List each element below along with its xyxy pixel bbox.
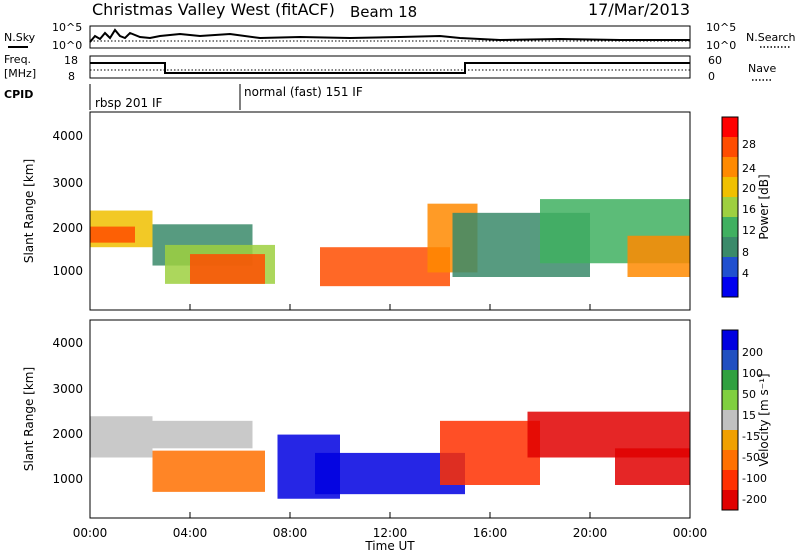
power-cbar-tick-24: 24 (742, 162, 756, 175)
noise-left-tick-bottom: 10^0 (52, 39, 82, 52)
time-tick-label: 00:00 (673, 526, 708, 540)
velocity-colorbar-swatch (722, 410, 738, 431)
power-cbar-tick-12: 12 (742, 224, 756, 237)
power-cbar-tick-4: 4 (742, 267, 749, 280)
cpid-label: CPID (4, 88, 33, 101)
power-region (190, 254, 265, 284)
velocity-colorbar-swatches (722, 330, 738, 511)
noise-search-label: N.Search (746, 31, 796, 44)
cpid-mode-normal: normal (fast) 151 IF (244, 85, 363, 99)
velocity-ytick-3000: 3000 (52, 382, 83, 396)
velocity-colorbar-swatch (722, 390, 738, 411)
velocity-colorbar-swatch (722, 470, 738, 491)
noise-panel-frame (89, 25, 691, 49)
power-ytick-3000: 3000 (52, 176, 83, 190)
power-panel: Slant Range [km] 1000 2000 3000 4000 (22, 111, 691, 311)
freq-left-tick-bottom: 8 (68, 70, 75, 83)
time-tick-label: 00:00 (73, 526, 108, 540)
velocity-ytick-2000: 2000 (52, 427, 83, 441)
power-region (90, 226, 135, 243)
velocity-ytick-4000: 4000 (52, 336, 83, 350)
time-axis-label: Time UT (364, 539, 415, 553)
velocity-colorbar-swatch (722, 370, 738, 391)
noise-right-tick-bottom: 10^0 (706, 39, 736, 52)
time-tick-label: 20:00 (573, 526, 608, 540)
power-colorbar-swatch (722, 157, 738, 178)
velocity-cbar-tick-15: 15 (742, 409, 756, 422)
velocity-colorbar-frame (721, 329, 739, 511)
power-ytick-1000: 1000 (52, 264, 83, 278)
velocity-region (440, 420, 540, 485)
time-tick-label: 12:00 (373, 526, 408, 540)
velocity-region (90, 416, 153, 458)
freq-panel-frame (89, 55, 691, 79)
power-colorbar-swatch (722, 177, 738, 198)
power-cbar-tick-20: 20 (742, 182, 756, 195)
power-colorbar-swatch (722, 197, 738, 218)
time-tick-label: 04:00 (173, 526, 208, 540)
frequency-trace (90, 62, 690, 74)
power-colorbar: 28 24 20 16 12 8 4 Power [dB] (721, 116, 771, 298)
velocity-ytick-1000: 1000 (52, 472, 83, 486)
power-cbar-tick-16: 16 (742, 203, 756, 216)
power-data-layer (90, 199, 690, 287)
station-title: Christmas Valley West (fitACF) (92, 0, 335, 19)
velocity-colorbar-swatch (722, 450, 738, 471)
nave-label: Nave (748, 62, 776, 75)
velocity-cbar-tick-m200: -200 (742, 493, 767, 506)
velocity-colorbar-swatch (722, 350, 738, 371)
velocity-colorbar-swatch (722, 430, 738, 451)
power-colorbar-swatch (722, 117, 738, 138)
power-ylabel: Slant Range [km] (22, 159, 36, 263)
noise-left-tick-top: 10^5 (52, 21, 82, 34)
noise-sky-label: N.Sky (4, 31, 36, 44)
freq-left-tick-top: 18 (64, 54, 78, 67)
time-tick-label: 16:00 (473, 526, 508, 540)
power-colorbar-swatch (722, 277, 738, 298)
velocity-cbar-tick-m50: -50 (742, 451, 760, 464)
velocity-cbar-tick-200: 200 (742, 346, 763, 359)
power-colorbar-swatch (722, 237, 738, 258)
freq-right-tick-top: 60 (708, 54, 722, 67)
velocity-cbar-tick-m15: -15 (742, 430, 760, 443)
velocity-region (152, 420, 253, 449)
cpid-mode-rbsp: rbsp 201 IF (95, 96, 162, 110)
power-colorbar-label: Power [dB] (757, 174, 771, 239)
velocity-panel: Slant Range [km] 1000 2000 3000 4000 (22, 319, 691, 519)
noise-right-tick-top: 10^5 (706, 21, 736, 34)
velocity-cbar-tick-m100: -100 (742, 472, 767, 485)
velocity-colorbar-swatch (722, 490, 738, 511)
time-axis: 00:00 04:00 08:00 12:00 16:00 20:00 00:00 (73, 304, 708, 540)
power-ytick-4000: 4000 (52, 129, 83, 143)
velocity-region (615, 448, 690, 485)
power-cbar-tick-28: 28 (742, 138, 756, 151)
velocity-data-layer (90, 411, 690, 499)
power-region (627, 235, 690, 277)
power-cbar-tick-8: 8 (742, 246, 749, 259)
velocity-region (152, 450, 265, 492)
velocity-colorbar-swatch (722, 330, 738, 351)
power-colorbar-swatch (722, 217, 738, 238)
date-label: 17/Mar/2013 (588, 0, 690, 19)
power-colorbar-swatches (722, 117, 738, 298)
noise-sky-trace (89, 28, 690, 43)
power-colorbar-swatch (722, 257, 738, 278)
freq-right-tick-bottom: 0 (708, 70, 715, 83)
power-ytick-2000: 2000 (52, 221, 83, 235)
velocity-ylabel: Slant Range [km] (22, 367, 36, 471)
beam-label: Beam 18 (350, 3, 417, 21)
freq-label-line1: Freq. (4, 53, 31, 66)
freq-label-line2: [MHz] (4, 67, 36, 80)
power-colorbar-frame (721, 116, 739, 298)
power-colorbar-swatch (722, 137, 738, 158)
time-tick-label: 08:00 (273, 526, 308, 540)
velocity-cbar-tick-100: 100 (742, 367, 763, 380)
velocity-colorbar-label: Velocity [m s⁻¹] (757, 373, 771, 466)
velocity-colorbar: 200 100 50 15 -15 -50 -100 -200 Velocity… (721, 329, 771, 511)
velocity-cbar-tick-50: 50 (742, 388, 756, 401)
